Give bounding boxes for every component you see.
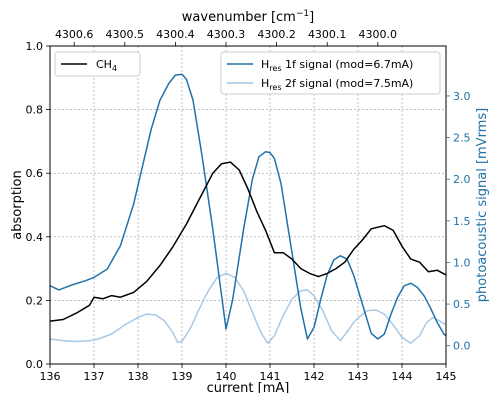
x-tick-label: 145 xyxy=(436,370,457,383)
right-tick-label: 2.5 xyxy=(453,132,471,145)
series-hres-2f-line xyxy=(50,272,446,344)
series-layer xyxy=(50,73,446,344)
legend-ch4-label: CH4 xyxy=(96,58,117,73)
top-tick-label: 4300.0 xyxy=(359,28,398,41)
top-tick-label: 4300.5 xyxy=(106,28,145,41)
x-tick-label: 141 xyxy=(260,370,281,383)
series-ch4-line xyxy=(50,161,446,322)
legend-left: CH4 xyxy=(54,51,141,77)
right-tick-label: 0.5 xyxy=(453,298,471,311)
left-tick-label: 0.2 xyxy=(26,294,44,307)
left-tick-label: 0.0 xyxy=(26,358,44,371)
left-tick-label: 0.4 xyxy=(26,231,44,244)
right-tick-label: 0.0 xyxy=(453,340,471,353)
left-tick-label: 0.8 xyxy=(26,104,44,117)
bottom-axis: 136 137 138 139 140 141 142 143 144 145 xyxy=(40,364,457,383)
left-tick-label: 1.0 xyxy=(26,40,44,53)
legend-right: Hres 1f signal (mod=6.7mA) Hres 2f signa… xyxy=(220,51,441,95)
x-axis-title: current [mA] xyxy=(207,381,290,393)
legend-1f-label: Hres 1f signal (mod=6.7mA) xyxy=(261,58,413,73)
right-axis-title: photoacoustic signal [mVrms] xyxy=(475,108,490,302)
plot-frame xyxy=(49,45,447,365)
left-axis: 0.0 0.2 0.4 0.6 0.8 1.0 xyxy=(26,40,50,371)
right-axis: 0.0 0.5 1.0 1.5 2.0 2.5 3.0 xyxy=(446,90,471,353)
left-axis-title: absorption xyxy=(10,170,25,239)
x-tick-label: 136 xyxy=(40,370,61,383)
top-tick-label: 4300.6 xyxy=(55,28,94,41)
top-tick-label: 4300.1 xyxy=(308,28,347,41)
x-tick-label: 137 xyxy=(84,370,105,383)
series-hres-1f-line xyxy=(50,73,446,340)
right-tick-label: 1.0 xyxy=(453,256,471,269)
top-tick-label: 4300.2 xyxy=(257,28,296,41)
left-tick-label: 0.6 xyxy=(26,167,44,180)
legend-2f-label: Hres 2f signal (mod=7.5mA) xyxy=(261,77,413,92)
top-axis: 4300.6 4300.5 4300.4 4300.3 4300.2 4300.1 4300… xyxy=(55,28,397,46)
right-tick-label: 1.5 xyxy=(453,215,471,228)
right-tick-label: 2.0 xyxy=(453,173,471,186)
x-tick-label: 144 xyxy=(392,370,413,383)
legend-right-frame xyxy=(220,51,441,95)
x-tick-label: 140 xyxy=(216,370,237,383)
top-tick-label: 4300.4 xyxy=(156,28,195,41)
x-tick-label: 139 xyxy=(172,370,193,383)
legend-left-frame xyxy=(54,51,141,77)
top-tick-label: 4300.3 xyxy=(207,28,246,41)
x-tick-label: 143 xyxy=(348,370,369,383)
right-tick-label: 3.0 xyxy=(453,90,471,103)
x-tick-label: 142 xyxy=(304,370,325,383)
top-axis-title: wavenumber [cm−1] xyxy=(182,9,314,25)
x-tick-label: 138 xyxy=(128,370,149,383)
